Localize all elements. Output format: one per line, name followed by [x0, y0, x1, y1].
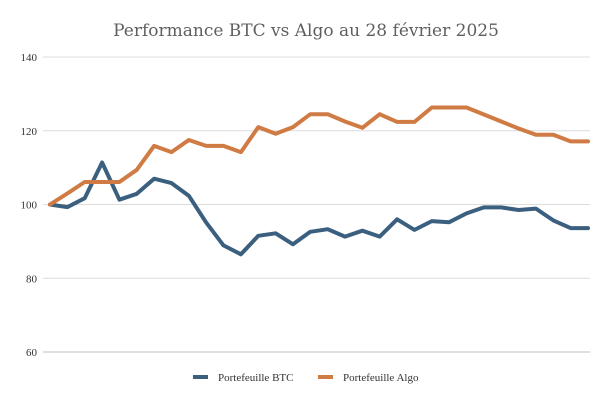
legend: Portefeuille BTC Portefeuille Algo — [193, 372, 419, 384]
series-lines — [48, 105, 590, 257]
y-tick-label: 120 — [21, 126, 38, 138]
y-tick-label: 140 — [21, 52, 38, 64]
y-tick-label: 80 — [26, 273, 38, 285]
chart-title: Performance BTC vs Algo au 28 février 20… — [113, 21, 499, 41]
series-line-algo — [48, 105, 590, 207]
y-tick-label: 60 — [26, 347, 38, 359]
series-line-btc — [48, 160, 590, 257]
legend-label: Portefeuille Algo — [343, 372, 419, 384]
y-tick-label: 100 — [21, 200, 38, 212]
y-axis-ticks: 60 80 100 120 140 — [21, 52, 38, 359]
legend-label: Portefeuille BTC — [218, 372, 293, 384]
grid — [43, 56, 590, 353]
